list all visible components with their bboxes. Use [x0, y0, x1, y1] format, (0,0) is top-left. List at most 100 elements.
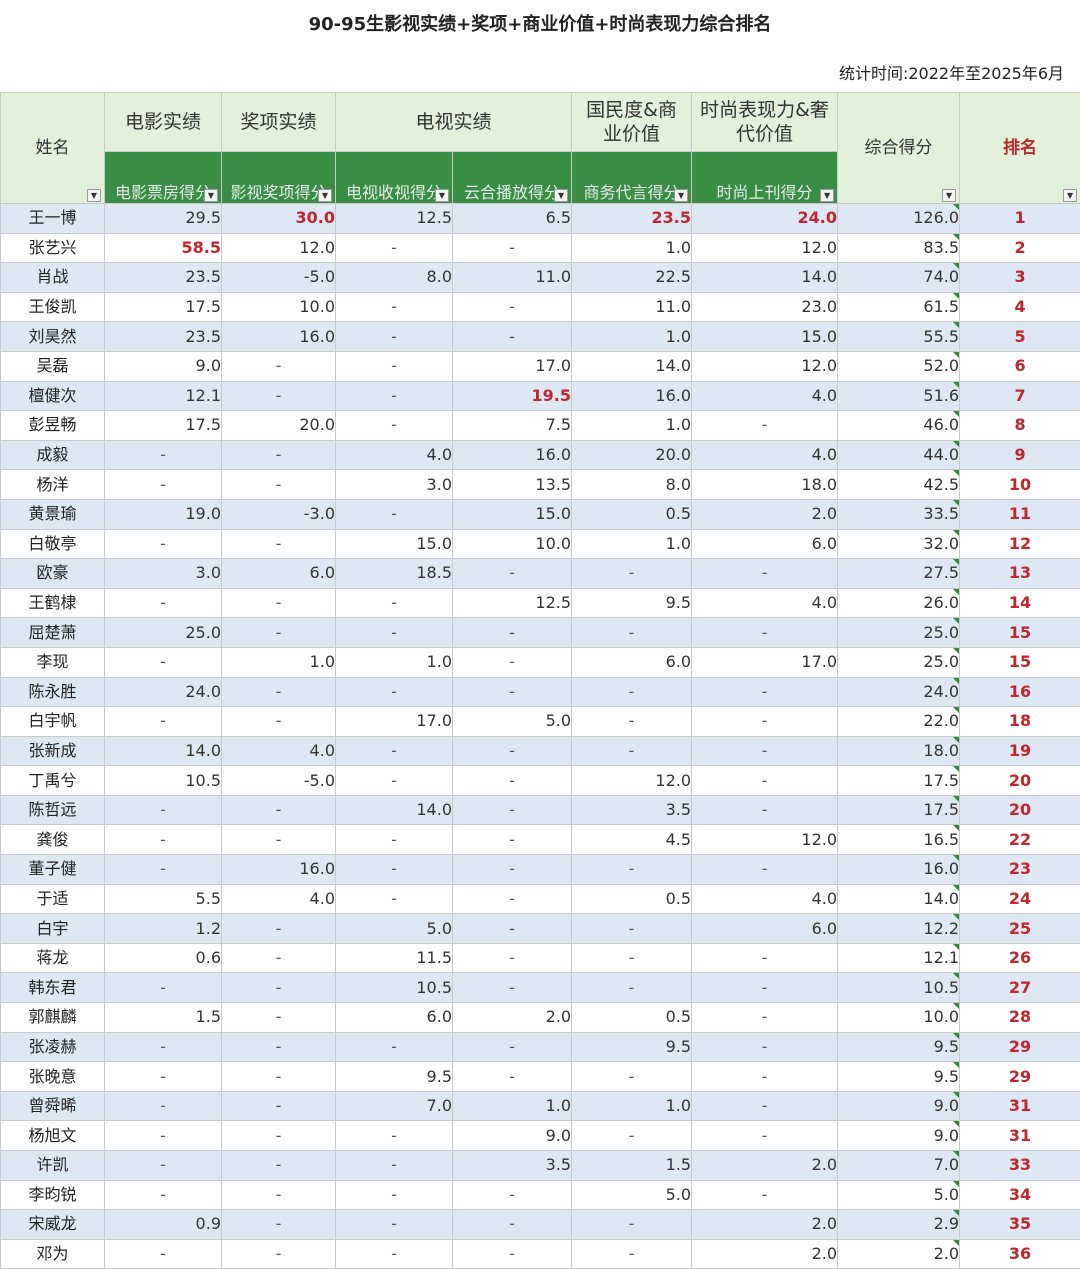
cell-rank[interactable]: 9: [959, 439, 1080, 471]
cell-film[interactable]: -: [104, 1090, 222, 1122]
cell-name[interactable]: 曾舜晞: [0, 1090, 105, 1122]
cell-rank[interactable]: 33: [959, 1150, 1080, 1181]
cell-stream[interactable]: -: [451, 291, 573, 323]
cell-tv[interactable]: -: [335, 380, 453, 412]
cell-stream[interactable]: -: [451, 972, 573, 1004]
cell-name[interactable]: 蒋龙: [0, 942, 105, 974]
cell-film[interactable]: -: [104, 706, 222, 737]
cell-tv[interactable]: -: [335, 321, 453, 352]
cell-name[interactable]: 龚俊: [0, 824, 105, 856]
cell-rank[interactable]: 5: [959, 321, 1080, 352]
cell-name[interactable]: 肖战: [0, 262, 105, 293]
cell-stream[interactable]: 17.0: [451, 350, 573, 382]
cell-fashion[interactable]: -: [691, 676, 839, 708]
cell-tv[interactable]: -: [335, 676, 453, 708]
cell-total[interactable]: 18.0: [837, 735, 961, 767]
cell-tv[interactable]: -: [335, 410, 453, 441]
cell-award[interactable]: -: [221, 676, 336, 708]
cell-name[interactable]: 许凯: [0, 1150, 105, 1181]
cell-total[interactable]: 5.0: [837, 1179, 961, 1211]
cell-total[interactable]: 10.0: [837, 1002, 961, 1033]
cell-endorse[interactable]: -: [571, 913, 693, 944]
cell-name[interactable]: 邓为: [0, 1238, 105, 1269]
cell-film[interactable]: 58.5: [104, 232, 222, 264]
cell-name[interactable]: 张艺兴: [0, 232, 105, 264]
cell-award[interactable]: -: [221, 1150, 336, 1181]
cell-rank[interactable]: 29: [959, 1061, 1080, 1092]
cell-stream[interactable]: 16.0: [451, 439, 573, 471]
cell-total[interactable]: 2.0: [837, 1238, 961, 1269]
cell-fashion[interactable]: 17.0: [691, 646, 839, 678]
cell-total[interactable]: 9.0: [837, 1120, 961, 1151]
cell-award[interactable]: -: [221, 1031, 336, 1063]
cell-stream[interactable]: 13.5: [451, 469, 573, 500]
cell-rank[interactable]: 20: [959, 765, 1080, 796]
cell-fashion[interactable]: -: [691, 1090, 839, 1122]
filter-dropdown-icon[interactable]: ▼: [554, 189, 569, 202]
cell-tv[interactable]: 7.0: [335, 1090, 453, 1122]
cell-fashion[interactable]: -: [691, 1120, 839, 1151]
cell-film[interactable]: 29.5: [104, 203, 222, 234]
cell-tv[interactable]: -: [335, 735, 453, 767]
cell-fashion[interactable]: 2.0: [691, 498, 839, 530]
filter-dropdown-icon[interactable]: ▼: [435, 189, 449, 202]
cell-award[interactable]: -5.0: [221, 765, 336, 796]
cell-award[interactable]: 4.0: [221, 883, 336, 915]
cell-rank[interactable]: 18: [959, 706, 1080, 737]
cell-total[interactable]: 55.5: [837, 321, 961, 352]
cell-award[interactable]: -: [221, 1179, 336, 1211]
cell-name[interactable]: 白敬亭: [0, 528, 105, 560]
cell-tv[interactable]: -: [335, 765, 453, 796]
cell-film[interactable]: -: [104, 824, 222, 856]
cell-rank[interactable]: 4: [959, 291, 1080, 323]
cell-award[interactable]: 1.0: [221, 646, 336, 678]
cell-stream[interactable]: 1.0: [451, 1090, 573, 1122]
cell-rank[interactable]: 6: [959, 350, 1080, 382]
cell-rank[interactable]: 36: [959, 1238, 1080, 1269]
cell-film[interactable]: -: [104, 794, 222, 826]
filter-dropdown-icon[interactable]: ▼: [820, 189, 835, 202]
cell-stream[interactable]: -: [451, 883, 573, 915]
cell-film[interactable]: 3.0: [104, 558, 222, 589]
cell-fashion[interactable]: -: [691, 1002, 839, 1033]
cell-film[interactable]: -: [104, 528, 222, 560]
cell-name[interactable]: 檀健次: [0, 380, 105, 412]
cell-film[interactable]: 14.0: [104, 735, 222, 767]
cell-total[interactable]: 52.0: [837, 350, 961, 382]
cell-endorse[interactable]: 20.0: [571, 439, 693, 471]
cell-tv[interactable]: 18.5: [335, 558, 453, 589]
cell-name[interactable]: 成毅: [0, 439, 105, 471]
cell-endorse[interactable]: -: [571, 972, 693, 1004]
cell-name[interactable]: 于适: [0, 883, 105, 915]
cell-total[interactable]: 126.0: [837, 203, 961, 234]
cell-award[interactable]: -: [221, 1090, 336, 1122]
cell-endorse[interactable]: -: [571, 706, 693, 737]
cell-total[interactable]: 17.5: [837, 765, 961, 796]
cell-stream[interactable]: 3.5: [451, 1150, 573, 1181]
cell-film[interactable]: -: [104, 1120, 222, 1151]
cell-award[interactable]: -: [221, 1209, 336, 1240]
cell-stream[interactable]: -: [451, 1209, 573, 1240]
cell-endorse[interactable]: 22.5: [571, 262, 693, 293]
cell-fashion[interactable]: -: [691, 794, 839, 826]
cell-fashion[interactable]: -: [691, 1061, 839, 1092]
cell-stream[interactable]: -: [451, 765, 573, 796]
cell-tv[interactable]: 4.0: [335, 439, 453, 471]
cell-stream[interactable]: -: [451, 913, 573, 944]
cell-award[interactable]: -: [221, 1002, 336, 1033]
cell-rank[interactable]: 8: [959, 410, 1080, 441]
cell-stream[interactable]: -: [451, 617, 573, 648]
cell-stream[interactable]: 15.0: [451, 498, 573, 530]
cell-total[interactable]: 9.5: [837, 1061, 961, 1092]
cell-award[interactable]: -: [221, 942, 336, 974]
cell-name[interactable]: 王一博: [0, 203, 105, 234]
cell-fashion[interactable]: 6.0: [691, 528, 839, 560]
cell-total[interactable]: 33.5: [837, 498, 961, 530]
cell-endorse[interactable]: 0.5: [571, 883, 693, 915]
cell-fashion[interactable]: 14.0: [691, 262, 839, 293]
cell-film[interactable]: -: [104, 972, 222, 1004]
cell-stream[interactable]: 2.0: [451, 1002, 573, 1033]
cell-fashion[interactable]: 2.0: [691, 1150, 839, 1181]
cell-film[interactable]: -: [104, 469, 222, 500]
cell-award[interactable]: 16.0: [221, 321, 336, 352]
